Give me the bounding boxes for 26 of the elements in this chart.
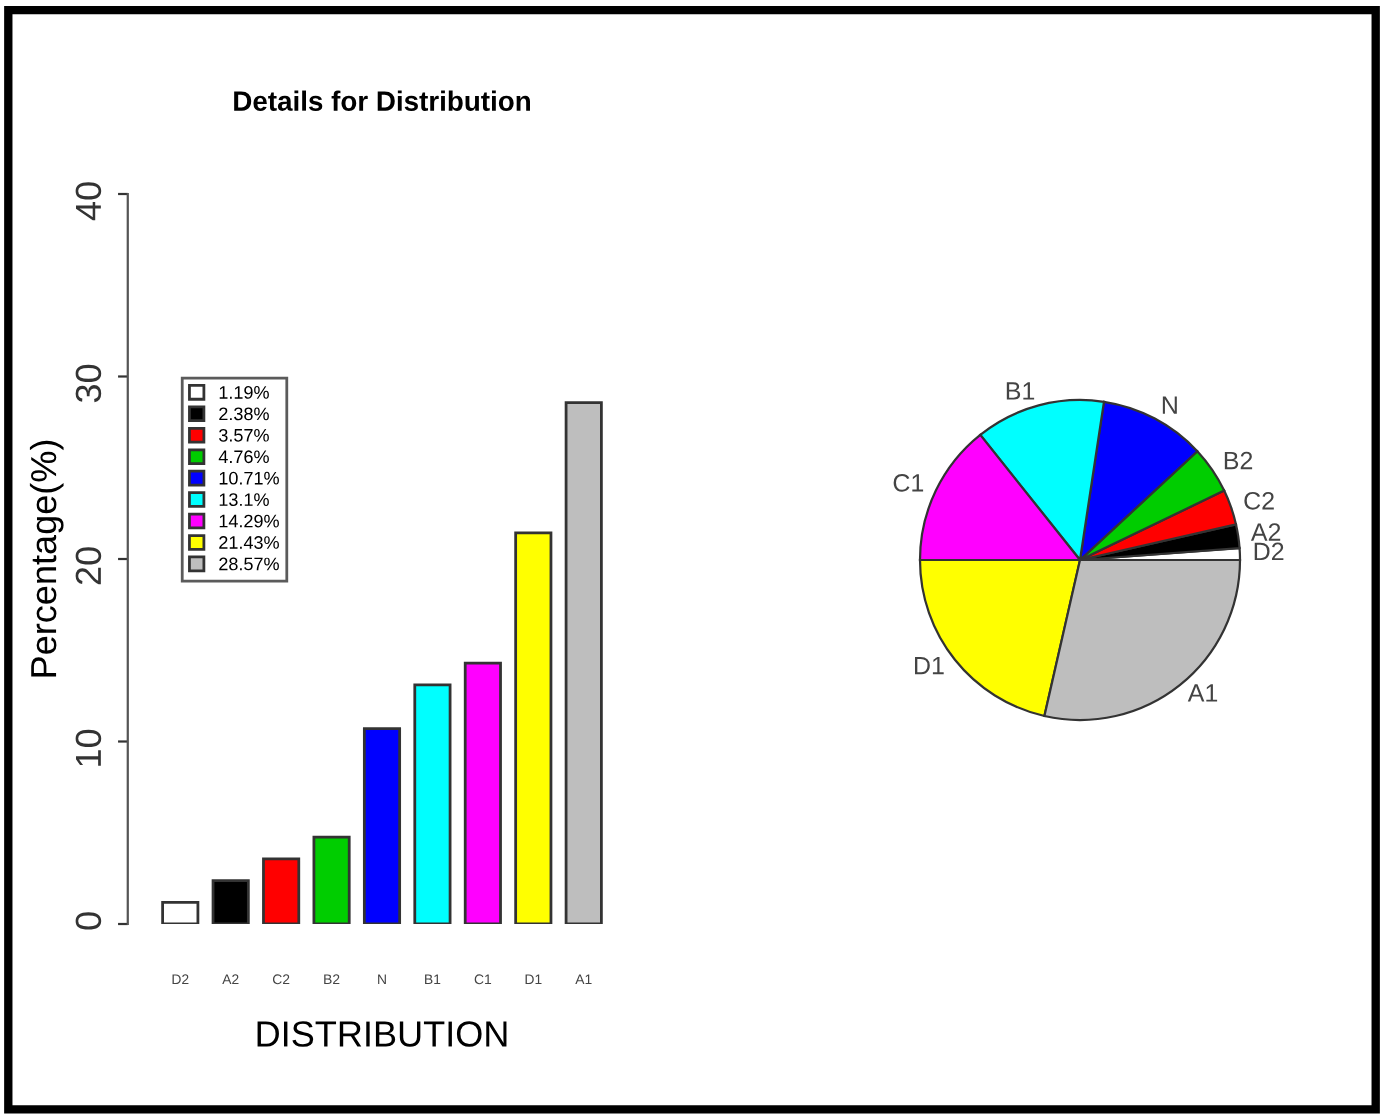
legend-label: 3.57% xyxy=(219,428,269,442)
y-axis-title: Percentage(%) xyxy=(29,440,64,677)
legend-label: 21.43% xyxy=(219,536,279,549)
legend-label: 4.76% xyxy=(218,450,269,464)
slice-label: C1 xyxy=(893,474,924,492)
slice-label: A2 xyxy=(1250,523,1281,541)
x-axis-title: DISTRIBUTION xyxy=(257,1021,507,1047)
legend-label: 10.71% xyxy=(219,471,279,485)
y-tick-label: 40 xyxy=(75,182,102,221)
slice-label: B1 xyxy=(1006,382,1035,400)
y-tick-label: 30 xyxy=(75,364,102,403)
legend-label: 1.19% xyxy=(219,386,269,399)
y-tick-label: 0 xyxy=(75,912,102,930)
legend-label: 13.1% xyxy=(219,493,269,507)
legend-label: 28.57% xyxy=(219,557,279,571)
slice-label: B2 xyxy=(1224,451,1253,470)
slice-label: N xyxy=(1162,396,1177,414)
y-tick-label: 10 xyxy=(75,729,102,766)
y-tick-label: 20 xyxy=(75,547,102,585)
slice-label: D2 xyxy=(1254,542,1284,561)
legend-label: 2.38% xyxy=(219,407,269,421)
chart-title: Details for Distribution xyxy=(234,90,530,111)
slice-label: D1 xyxy=(915,657,944,675)
legend-label: 14.29% xyxy=(219,514,279,528)
slice-label: A1 xyxy=(1187,684,1218,702)
slice-label: C2 xyxy=(1244,491,1274,510)
